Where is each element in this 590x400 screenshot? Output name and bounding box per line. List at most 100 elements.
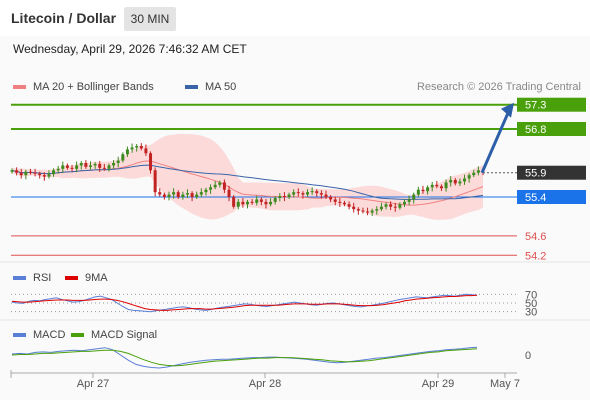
rsi-line-rsi: [11, 293, 478, 313]
legend-swatch: [13, 85, 26, 89]
candle-body: [61, 165, 65, 169]
level-lines: [11, 103, 517, 256]
candle-body: [352, 206, 356, 210]
candle-body: [213, 184, 217, 188]
forecast-arrow-head: [501, 102, 514, 118]
candle-body: [116, 160, 120, 163]
candle-body: [153, 170, 157, 193]
candle-body: [167, 194, 171, 197]
chart-timestamp: Wednesday, April 29, 2026 7:46:32 AM CET: [13, 42, 247, 56]
legend-swatch: [185, 85, 198, 89]
candle-body: [296, 192, 300, 194]
candle-body: [403, 201, 406, 205]
candle-body: [439, 186, 443, 189]
level-label-54.2: 54.2: [525, 250, 546, 262]
candle-body: [458, 181, 462, 184]
candle-body: [199, 192, 203, 195]
candle-body: [269, 201, 273, 205]
candle-body: [472, 172, 476, 176]
chart-header: Litecoin / Dollar 30 MIN: [0, 0, 590, 36]
instrument-title: Litecoin / Dollar: [11, 10, 117, 26]
macd-zero-label: 0: [525, 350, 531, 362]
candle-body: [144, 148, 148, 154]
bollinger-band-fill: [12, 133, 483, 220]
level-tag-56.8: [517, 122, 586, 136]
candle-body: [333, 199, 337, 202]
candle-body: [246, 201, 249, 205]
level-label-56.8: 56.8: [525, 124, 546, 136]
candle-body: [176, 192, 180, 197]
candle-body: [467, 175, 471, 179]
x-axis: Apr 27 Apr 28 Apr 29 May 7: [10, 370, 520, 390]
candle-body: [218, 182, 222, 185]
rsi-level-label: 70: [525, 289, 537, 301]
candle-body: [209, 187, 213, 190]
candle-body: [476, 170, 480, 173]
legend-label: MACD Signal: [91, 329, 157, 341]
level-tag-55.9: [517, 165, 586, 180]
candle-body: [282, 196, 286, 198]
candle-body: [10, 170, 14, 172]
legend-swatch: [65, 276, 78, 280]
candle-body: [278, 196, 282, 198]
candle-body: [426, 187, 430, 192]
candle-body: [301, 193, 305, 195]
candle-body: [15, 170, 19, 173]
candle-body: [204, 189, 208, 193]
candle-body: [250, 201, 254, 203]
legend-label: MACD: [33, 329, 65, 341]
candle-body: [375, 209, 379, 211]
interval-button[interactable]: 30 MIN: [124, 7, 176, 31]
candles: [10, 143, 485, 216]
candle-body: [264, 201, 268, 205]
candle-body: [361, 210, 365, 212]
legend-label: MA 50: [205, 81, 236, 93]
candle-body: [190, 193, 194, 197]
forecast-arrow-shaft: [480, 110, 511, 174]
candle-body: [329, 197, 333, 200]
candle-body: [84, 163, 88, 167]
candle-body: [236, 201, 240, 207]
legend-swatch: [13, 276, 26, 280]
candle-body: [79, 163, 83, 166]
rsi-level-label: 30: [525, 307, 537, 319]
macd-legend: MACD MACD Signal: [13, 329, 157, 341]
candle-body: [181, 194, 185, 197]
candle-body: [416, 189, 420, 195]
level-label-57.3: 57.3: [525, 100, 546, 112]
legend-label: MA 20 + Bollinger Bands: [33, 81, 154, 93]
candle-body: [407, 199, 411, 202]
candle-body: [389, 204, 393, 207]
candle-body: [398, 204, 402, 208]
candle-body: [273, 197, 277, 202]
candle-body: [125, 149, 129, 155]
candle-body: [435, 184, 439, 187]
candle-body: [162, 194, 166, 197]
candle-body: [47, 174, 51, 177]
candle-body: [56, 168, 60, 171]
candle-body: [222, 182, 226, 190]
candle-body: [172, 192, 176, 195]
level-tag-57.3: [517, 97, 586, 112]
candle-body: [65, 165, 69, 168]
candle-body: [149, 153, 153, 171]
candle-body: [158, 192, 162, 195]
candle-body: [75, 165, 79, 169]
candle-body: [310, 191, 314, 193]
bollinger-bands: [12, 133, 483, 220]
candle-body: [98, 163, 102, 168]
macd-pane: 0: [11, 346, 531, 369]
legend-swatch: [13, 333, 26, 337]
candle-body: [393, 206, 397, 208]
research-credit: Research © 2026 Trading Central: [417, 81, 581, 93]
legend-label: RSI: [33, 272, 51, 284]
candle-body: [366, 211, 370, 213]
x-tick-label: Apr 28: [249, 378, 281, 390]
rsi-legend: RSI 9MA: [13, 272, 108, 284]
legend-label: 9MA: [85, 272, 108, 284]
chart-panel: [0, 36, 590, 400]
candle-body: [93, 163, 97, 166]
macd-line-macd: [11, 346, 478, 369]
candle-body: [38, 173, 42, 176]
